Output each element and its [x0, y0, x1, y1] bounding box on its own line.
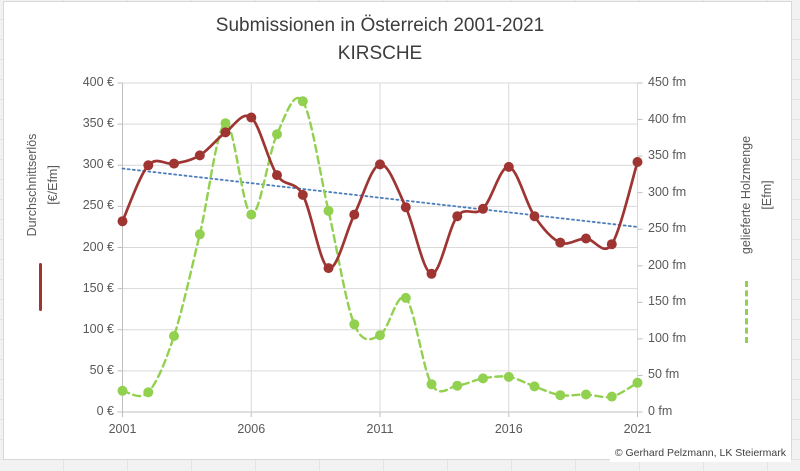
volume-marker[interactable] — [220, 118, 231, 129]
chart-title-line2: KIRSCHE — [337, 43, 423, 64]
right-axis-tick-label: 200 fm — [648, 257, 687, 272]
revenue-marker[interactable] — [426, 268, 437, 279]
volume-marker[interactable] — [194, 229, 205, 240]
volume-marker[interactable] — [478, 373, 488, 384]
revenue-marker[interactable] — [323, 263, 334, 274]
right-axis-tick-label: 300 fm — [648, 184, 687, 199]
volume-marker[interactable] — [555, 390, 566, 401]
volume-legend-key — [745, 281, 748, 343]
x-axis-tick-label: 2021 — [623, 422, 652, 436]
right-axis-tick-label: 350 fm — [648, 148, 687, 163]
right-axis-tick-label: 0 fm — [648, 404, 673, 418]
volume-marker[interactable] — [117, 385, 128, 396]
revenue-marker[interactable] — [375, 159, 385, 170]
volume-marker[interactable] — [426, 379, 437, 390]
copyright-credit: © Gerhard Pelzmann, LK Steiermark — [609, 444, 791, 462]
volume-marker[interactable] — [529, 381, 540, 392]
revenue-marker[interactable] — [632, 157, 643, 167]
revenue-marker[interactable] — [478, 203, 488, 214]
revenue-marker[interactable] — [529, 211, 540, 222]
left-axis-tick-label: 200 € — [82, 239, 114, 254]
revenue-marker[interactable] — [169, 158, 179, 169]
left-axis-tick-label: 250 € — [82, 198, 114, 213]
revenue-marker[interactable] — [452, 211, 463, 222]
revenue-marker[interactable] — [297, 189, 308, 200]
right-axis-tick-label: 100 fm — [648, 330, 687, 345]
right-axis-tick-label: 250 fm — [648, 221, 687, 236]
revenue-marker[interactable] — [143, 160, 154, 171]
volume-marker[interactable] — [503, 371, 514, 382]
revenue-marker[interactable] — [555, 237, 566, 248]
right-axis-tick-label: 50 fm — [648, 367, 680, 382]
revenue-legend-key — [39, 263, 42, 311]
chart-panel[interactable] — [3, 1, 792, 460]
volume-marker[interactable] — [581, 389, 591, 400]
volume-marker[interactable] — [400, 292, 411, 303]
volume-marker[interactable] — [452, 380, 463, 391]
revenue-marker[interactable] — [581, 233, 591, 244]
volume-marker[interactable] — [272, 129, 282, 140]
left-axis-tick-label: 100 € — [82, 321, 114, 336]
left-axis-tick-label: 50 € — [89, 362, 114, 377]
left-axis-tick-label: 300 € — [82, 157, 114, 172]
revenue-marker[interactable] — [220, 127, 231, 138]
x-axis-tick-label: 2011 — [366, 422, 394, 436]
revenue-marker[interactable] — [246, 112, 257, 123]
volume-marker[interactable] — [246, 209, 257, 220]
volume-marker[interactable] — [632, 377, 643, 388]
volume-marker[interactable] — [169, 331, 179, 341]
left-axis-tick-label: 0 € — [96, 404, 114, 418]
revenue-marker[interactable] — [400, 202, 411, 213]
chart-title-line1: Submissionen in Österreich 2001-2021 — [215, 15, 545, 36]
x-axis-tick-label: 2006 — [237, 422, 266, 436]
trend-line[interactable] — [121, 167, 639, 228]
volume-marker[interactable] — [349, 319, 360, 330]
chart-title: Submissionen in Österreich 2001-2021 KIR… — [0, 12, 760, 68]
right-axis-tick-label: 150 fm — [648, 294, 687, 309]
revenue-marker[interactable] — [272, 170, 282, 181]
revenue-marker[interactable] — [194, 150, 205, 161]
volume-line[interactable] — [121, 96, 639, 399]
revenue-marker[interactable] — [349, 209, 360, 220]
volume-marker[interactable] — [323, 205, 334, 216]
left-axis-tick-label: 400 € — [82, 75, 114, 89]
left-axis-tick-label: 150 € — [82, 280, 114, 295]
volume-marker[interactable] — [375, 330, 385, 341]
revenue-marker[interactable] — [503, 161, 514, 172]
volume-marker[interactable] — [297, 96, 308, 107]
right-axis-tick-label: 400 fm — [648, 111, 687, 126]
left-axis-tick-label: 350 € — [82, 116, 114, 131]
volume-marker[interactable] — [143, 387, 154, 398]
right-axis-tick-label: 450 fm — [648, 75, 687, 89]
x-axis-tick-label: 2016 — [494, 422, 523, 436]
volume-marker[interactable] — [606, 391, 617, 402]
x-axis-tick-label: 2001 — [108, 422, 137, 436]
revenue-marker[interactable] — [117, 216, 128, 227]
revenue-marker[interactable] — [606, 239, 617, 250]
